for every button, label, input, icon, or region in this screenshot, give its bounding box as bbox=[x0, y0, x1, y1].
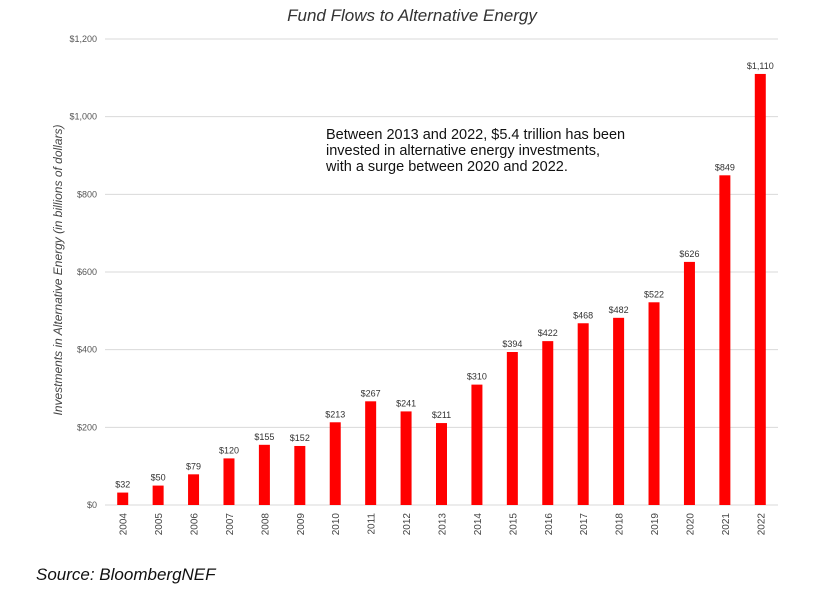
x-tick-label-2014: 2014 bbox=[473, 513, 484, 536]
data-label-2017: $468 bbox=[573, 310, 593, 320]
bar-2020 bbox=[683, 261, 695, 505]
y-tick-label: $800 bbox=[77, 189, 97, 199]
data-label-2010: $213 bbox=[325, 409, 345, 419]
x-tick-label-2015: 2015 bbox=[508, 513, 519, 536]
data-label-2013: $211 bbox=[432, 410, 451, 420]
x-tick-label-2010: 2010 bbox=[331, 513, 342, 536]
bar-2008 bbox=[258, 444, 270, 505]
bar-2011 bbox=[365, 401, 377, 505]
data-label-2009: $152 bbox=[290, 433, 310, 443]
x-tick-label-2020: 2020 bbox=[685, 513, 696, 536]
data-label-2014: $310 bbox=[467, 372, 487, 382]
bar-2004 bbox=[117, 492, 129, 505]
data-label-2004: $32 bbox=[115, 480, 130, 490]
data-label-2006: $79 bbox=[186, 461, 201, 471]
data-label-2011: $267 bbox=[361, 388, 381, 398]
y-tick-label: $0 bbox=[87, 500, 97, 510]
x-tick-label-2012: 2012 bbox=[402, 513, 413, 536]
chart-annotation: Between 2013 and 2022, $5.4 trillion has… bbox=[326, 127, 626, 175]
x-tick-label-2013: 2013 bbox=[438, 513, 449, 536]
y-tick-label: $400 bbox=[77, 345, 97, 355]
bar-2005 bbox=[152, 485, 164, 505]
x-tick-label-2008: 2008 bbox=[260, 513, 271, 536]
x-tick-label-2019: 2019 bbox=[650, 513, 661, 536]
bar-2015 bbox=[506, 351, 518, 505]
x-tick-label-2011: 2011 bbox=[367, 513, 378, 535]
source-note: Source: BloombergNEF bbox=[36, 565, 216, 584]
x-tick-label-2018: 2018 bbox=[615, 513, 626, 536]
data-label-2008: $155 bbox=[254, 432, 274, 442]
x-tick-label-2022: 2022 bbox=[756, 513, 767, 536]
bar-2016 bbox=[542, 341, 554, 505]
bars bbox=[117, 73, 766, 505]
bar-2021 bbox=[719, 175, 731, 505]
data-label-2015: $394 bbox=[502, 339, 522, 349]
x-tick-label-2021: 2021 bbox=[721, 513, 732, 536]
y-axis-label: Investments in Alternative Energy (in bi… bbox=[51, 124, 65, 415]
bar-2012 bbox=[400, 411, 412, 505]
y-axis-ticks: $0 $200 $400 $600 $800 $1,000 $1,200 bbox=[69, 34, 97, 510]
bar-2019 bbox=[648, 302, 660, 505]
data-label-2021: $849 bbox=[715, 162, 735, 172]
bar-2009 bbox=[294, 445, 306, 505]
bar-2013 bbox=[436, 423, 447, 505]
bar-2022 bbox=[754, 73, 766, 505]
data-label-2022: $1,110 bbox=[747, 61, 774, 71]
data-label-2007: $120 bbox=[219, 445, 239, 455]
bar-2007 bbox=[223, 458, 235, 505]
bar-2018 bbox=[613, 317, 625, 505]
data-label-2018: $482 bbox=[609, 305, 629, 315]
bar-2010 bbox=[329, 422, 341, 505]
x-tick-label-2004: 2004 bbox=[119, 513, 130, 536]
y-tick-label: $200 bbox=[77, 422, 97, 432]
data-label-2005: $50 bbox=[151, 473, 166, 483]
y-tick-label: $600 bbox=[77, 267, 97, 277]
bar-2014 bbox=[471, 384, 483, 505]
x-tick-label-2007: 2007 bbox=[225, 513, 236, 536]
y-tick-label: $1,000 bbox=[69, 112, 97, 122]
data-label-2016: $422 bbox=[538, 328, 558, 338]
y-tick-label: $1,200 bbox=[69, 34, 97, 44]
bar-2017 bbox=[577, 323, 589, 505]
x-axis-ticks: 2004 2005 2006 2007 2008 2009 2010 2011 2012 2013… bbox=[119, 513, 768, 536]
x-tick-label-2005: 2005 bbox=[154, 513, 165, 536]
chart-title: Fund Flows to Alternative Energy bbox=[287, 6, 538, 25]
data-label-2012: $241 bbox=[396, 398, 416, 408]
data-label-2019: $522 bbox=[644, 289, 664, 299]
gridlines bbox=[105, 38, 778, 506]
bar-2006 bbox=[188, 474, 200, 505]
data-labels: $32 $50 $79 $120 $155 $152 $213 $267 $241 $211 $31… bbox=[115, 61, 774, 490]
data-label-2020: $626 bbox=[679, 249, 699, 259]
x-tick-label-2017: 2017 bbox=[579, 513, 590, 536]
x-tick-label-2006: 2006 bbox=[190, 513, 201, 536]
x-tick-label-2016: 2016 bbox=[544, 513, 555, 536]
x-tick-label-2009: 2009 bbox=[296, 513, 307, 536]
